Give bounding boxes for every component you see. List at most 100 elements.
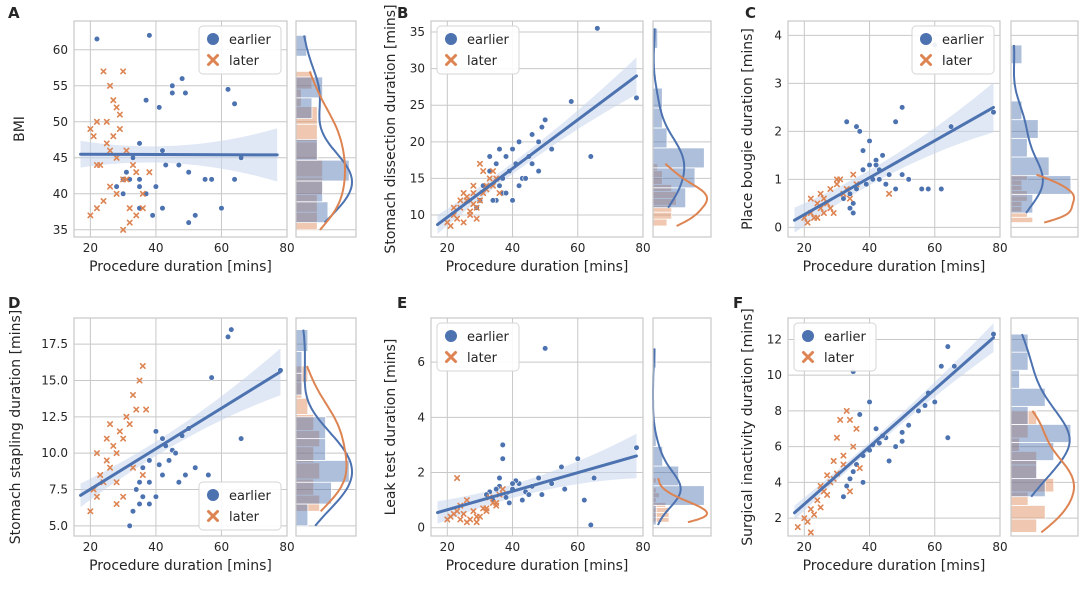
- point-earlier: [525, 491, 532, 498]
- panel-letter: F: [733, 294, 743, 312]
- legend-marker-earlier: [445, 330, 457, 342]
- point-later: [804, 518, 811, 525]
- point-earlier: [850, 209, 857, 217]
- legend-marker-earlier: [445, 33, 457, 45]
- kde-curve-earlier: [1021, 333, 1071, 498]
- point-earlier: [224, 86, 232, 93]
- point-earlier: [156, 104, 163, 111]
- point-later: [454, 508, 461, 515]
- point-later: [133, 169, 140, 176]
- point-later: [489, 168, 496, 175]
- point-earlier: [879, 152, 886, 159]
- point-earlier: [846, 205, 854, 212]
- histogram-bar-earlier: [295, 201, 329, 224]
- x-tick-label: 60: [214, 241, 229, 255]
- point-later: [470, 190, 477, 197]
- point-later: [103, 118, 110, 125]
- histogram-bar-earlier: [1010, 44, 1023, 65]
- point-earlier: [175, 161, 182, 169]
- point-later: [110, 442, 117, 449]
- histogram-bar-earlier: [295, 329, 309, 352]
- kde-curve-later: [657, 477, 709, 524]
- marginal-frame: [1010, 317, 1079, 537]
- point-later: [139, 362, 146, 369]
- point-later: [100, 68, 107, 75]
- point-earlier: [172, 450, 179, 457]
- scatter-points: [87, 32, 245, 233]
- point-earlier: [538, 124, 545, 131]
- point-earlier: [529, 160, 536, 167]
- y-tick-label: 10: [767, 368, 782, 382]
- y-tick-label: 60: [53, 43, 68, 57]
- x-tick-label: 20: [440, 241, 455, 255]
- histogram-bar-earlier: [652, 147, 705, 169]
- point-later: [493, 502, 500, 509]
- legend-label-later: later: [824, 351, 855, 366]
- point-earlier: [587, 521, 594, 529]
- point-earlier: [136, 140, 143, 147]
- legend: earlier later: [198, 25, 282, 75]
- y-tick-label: 2: [774, 511, 782, 525]
- histogram-bar-earlier: [295, 438, 326, 461]
- legend-label-earlier: earlier: [942, 33, 985, 48]
- legend-label-later: later: [467, 351, 498, 366]
- legend: earlier later: [911, 25, 995, 75]
- point-earlier: [139, 493, 146, 500]
- point-earlier: [587, 153, 594, 160]
- point-later: [93, 493, 100, 500]
- y-tick-label: 12.5: [41, 410, 68, 424]
- marginal-distribution: [1010, 317, 1079, 537]
- point-later: [817, 504, 824, 511]
- point-later: [470, 201, 477, 208]
- point-earlier: [886, 457, 893, 465]
- point-later: [846, 416, 853, 423]
- point-earlier: [519, 497, 526, 504]
- x-tick-label: 60: [927, 540, 942, 554]
- y-tick-label: 17.5: [41, 337, 68, 351]
- point-earlier: [892, 443, 899, 450]
- kde-curve-earlier: [302, 329, 353, 527]
- point-later: [827, 186, 834, 192]
- y-tick-label: 55: [53, 79, 68, 93]
- point-later: [824, 491, 831, 498]
- point-earlier: [152, 428, 160, 435]
- legend-marker-later: [207, 510, 219, 522]
- legend-label-earlier: earlier: [467, 33, 510, 48]
- point-later: [116, 111, 123, 118]
- point-later: [120, 68, 127, 75]
- marginal-frame: [295, 317, 357, 537]
- histogram-bar-earlier: [1010, 137, 1028, 158]
- point-later: [460, 510, 467, 517]
- point-earlier: [931, 398, 938, 406]
- point-earlier: [535, 474, 542, 482]
- point-earlier: [581, 497, 588, 504]
- histogram-bar-later: [652, 218, 668, 227]
- point-earlier: [93, 35, 101, 43]
- legend: earlier later: [793, 322, 877, 372]
- point-earlier: [944, 434, 951, 441]
- point-later: [110, 97, 117, 104]
- point-earlier: [146, 479, 153, 486]
- point-earlier: [899, 104, 906, 111]
- histogram-bar-later: [1010, 216, 1034, 223]
- point-earlier: [136, 176, 143, 183]
- point-earlier: [126, 522, 133, 529]
- y-tick-label: 8: [774, 404, 782, 418]
- point-later: [817, 190, 824, 197]
- point-earlier: [179, 75, 186, 82]
- point-later: [457, 516, 464, 523]
- point-earlier: [859, 147, 867, 154]
- point-earlier: [915, 407, 922, 415]
- y-tick-label: 4: [774, 28, 782, 42]
- point-later: [100, 198, 107, 204]
- x-tick-label: 40: [862, 540, 877, 554]
- point-later: [824, 472, 831, 479]
- point-later: [460, 190, 467, 197]
- legend-marker-later: [802, 351, 814, 363]
- point-earlier: [208, 176, 215, 183]
- y-tick-label: 10.0: [41, 446, 68, 460]
- histogram-bar-later: [1010, 505, 1046, 520]
- point-earlier: [152, 183, 160, 190]
- point-later: [804, 219, 811, 226]
- point-later: [830, 457, 837, 464]
